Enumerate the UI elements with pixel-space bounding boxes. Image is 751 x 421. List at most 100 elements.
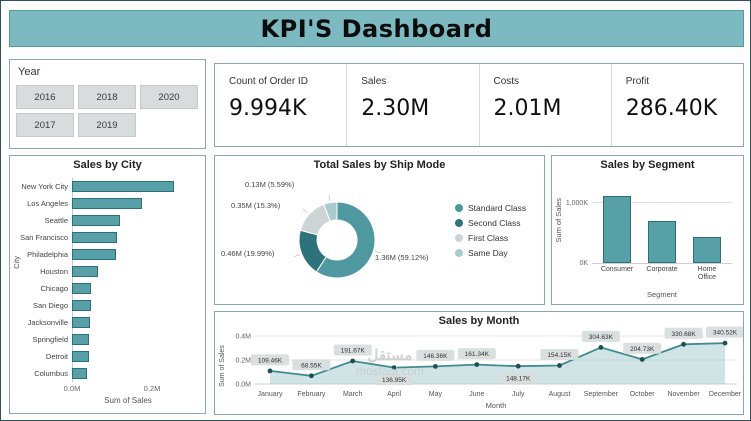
segment-category-label: Home Office <box>697 266 717 282</box>
donut-slice-standard-class[interactable] <box>315 201 376 279</box>
bar-seattle[interactable] <box>72 215 120 226</box>
month-x-label: April <box>387 391 401 398</box>
kpi-value: 2.30M <box>361 96 430 121</box>
legend-item-standard-class[interactable]: Standard Class <box>455 200 526 215</box>
month-y-tick: 0.0M <box>235 382 251 389</box>
month-data-label-box <box>664 327 703 339</box>
bar-san-francisco[interactable] <box>72 232 117 243</box>
month-point-december[interactable] <box>722 340 728 346</box>
month-point-february[interactable] <box>309 373 314 379</box>
month-point-january[interactable] <box>267 368 273 374</box>
kpi-card-profit: Profit 286.40K <box>612 64 743 146</box>
city-row: Jacksonville <box>10 314 203 331</box>
city-row: Columbus <box>10 365 203 382</box>
legend-label: Same Day <box>468 247 508 258</box>
month-data-label-box <box>457 348 496 360</box>
bar-corporate[interactable] <box>648 221 676 263</box>
city-label: Houston <box>40 267 68 276</box>
city-bars: New York City Los Angeles Seattle San Franc… <box>10 178 203 382</box>
bar-houston[interactable] <box>72 266 98 277</box>
month-point-may[interactable] <box>433 364 438 369</box>
sales-by-city-chart: New York City Los Angeles Seattle San Franc… <box>10 174 205 413</box>
month-point-march[interactable] <box>350 358 356 364</box>
month-point-october[interactable] <box>639 357 645 362</box>
kpi-label: Count of Order ID <box>229 76 308 87</box>
bar-columbus[interactable] <box>72 368 87 379</box>
month-x-label: December <box>709 391 742 398</box>
month-x-label: September <box>584 391 619 398</box>
month-data-label: 161.34K <box>465 351 490 358</box>
year-option-2019[interactable]: 2019 <box>78 113 136 137</box>
month-x-label: August <box>549 391 571 398</box>
month-xaxis-title: Month <box>486 401 507 410</box>
ship-mode-title: Total Sales by Ship Mode <box>313 159 446 171</box>
month-yaxis-title: Sum of Sales <box>219 345 226 387</box>
bar-new-york-city[interactable] <box>72 181 174 192</box>
legend-item-first-class[interactable]: First Class <box>455 230 526 245</box>
kpi-cards-panel: Count of Order ID 9.994K Sales 2.30M Cos… <box>214 63 744 147</box>
city-label: Chicago <box>40 284 68 293</box>
month-point-september[interactable] <box>598 345 604 350</box>
city-label: New York City <box>21 182 68 191</box>
bar-san-diego[interactable] <box>72 300 91 311</box>
bar-springfield[interactable] <box>72 334 89 345</box>
year-option-2016[interactable]: 2016 <box>16 85 74 109</box>
month-point-august[interactable] <box>557 363 562 368</box>
segment-category-label: Consumer <box>600 266 634 273</box>
year-option-2018[interactable]: 2018 <box>78 85 136 109</box>
month-data-label: 340.52K <box>713 330 738 337</box>
sales-by-month-panel: Sales by Month 0.0M 0.2M 0.4M 109.46K Januar… <box>214 311 744 415</box>
city-row: Philadelphia <box>10 246 203 263</box>
kpi-label: Profit <box>625 76 650 87</box>
legend-item-same-day[interactable]: Same Day <box>455 245 526 260</box>
city-label: Springfield <box>32 335 68 344</box>
year-option-2017[interactable]: 2017 <box>16 113 74 137</box>
legend-label: First Class <box>468 232 509 243</box>
bar-chicago[interactable] <box>72 283 91 294</box>
ship-mode-donut-chart <box>294 194 382 279</box>
ship-mode-legend: Standard Class Second Class First Class Sam… <box>455 200 526 260</box>
month-x-label: July <box>512 391 525 398</box>
year-option-2020[interactable]: 2020 <box>140 85 198 109</box>
bar-los-angeles[interactable] <box>72 198 142 209</box>
bar-home-office[interactable] <box>693 237 721 263</box>
city-x-tick: 0.2M <box>143 384 161 393</box>
month-data-label: 146.36K <box>423 353 448 360</box>
legend-label: Standard Class <box>468 202 527 213</box>
donut-slice-same-day[interactable] <box>323 201 338 222</box>
kpi-card-count-of-order-id: Count of Order ID 9.994K <box>215 64 348 146</box>
month-data-label-box <box>706 326 743 338</box>
city-row: Chicago <box>10 280 203 297</box>
month-point-july[interactable] <box>515 363 521 369</box>
city-axis-line <box>72 178 73 382</box>
segment-xaxis-title: Segment <box>646 290 678 299</box>
month-data-label-box <box>416 349 455 361</box>
legend-dot <box>455 233 463 242</box>
bar-philadelphia[interactable] <box>72 249 116 260</box>
bar-detroit[interactable] <box>72 351 89 362</box>
month-data-label: 204.73K <box>630 346 655 353</box>
month-point-april[interactable] <box>391 365 397 370</box>
legend-dot <box>455 248 463 257</box>
month-point-november[interactable] <box>681 341 686 347</box>
city-label: Detroit <box>45 352 68 361</box>
bar-jacksonville[interactable] <box>72 317 90 328</box>
kpi-value: 2.01M <box>493 96 562 121</box>
sales-by-segment-panel: Sales by Segment Sum of Sales Segment 0K… <box>551 155 744 305</box>
kpi-label: Costs <box>493 76 520 87</box>
month-data-label-box <box>623 342 662 354</box>
month-x-label: June <box>469 391 484 398</box>
donut-callout-line <box>294 254 300 257</box>
city-label: San Francisco <box>20 233 68 242</box>
city-row: Seattle <box>10 212 203 229</box>
kpi-label: Sales <box>361 76 387 87</box>
month-x-label: May <box>429 391 443 398</box>
month-data-label-box <box>251 354 289 366</box>
donut-callout-line <box>302 208 308 214</box>
month-point-june[interactable] <box>474 362 480 367</box>
segment-category-label: Corporate <box>646 266 678 273</box>
city-xaxis-title: Sum of Sales <box>104 396 152 405</box>
legend-item-second-class[interactable]: Second Class <box>455 215 526 230</box>
bar-consumer[interactable] <box>603 196 631 263</box>
city-label: Columbus <box>34 369 68 378</box>
